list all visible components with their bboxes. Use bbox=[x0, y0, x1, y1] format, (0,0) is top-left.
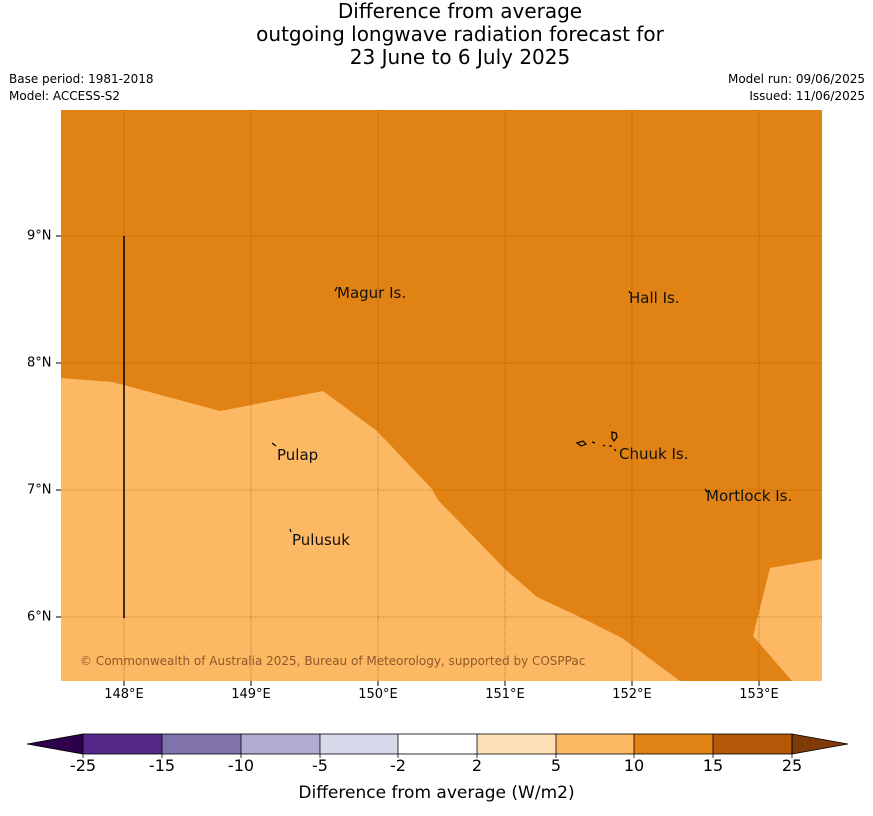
cbar-tick-10: 25 bbox=[781, 756, 803, 775]
copyright-notice: © Commonwealth of Australia 2025, Bureau… bbox=[80, 654, 586, 668]
colorbar bbox=[26, 733, 849, 758]
pulap-island bbox=[271, 442, 277, 447]
lon-label-150e: 150°E bbox=[358, 687, 398, 702]
title-line-3: 23 June to 6 July 2025 bbox=[349, 45, 571, 69]
place-mortlock: Mortlock Is. bbox=[706, 487, 793, 505]
title-line-1: Difference from average bbox=[337, 0, 583, 23]
cbar-tick-8: 10 bbox=[623, 756, 645, 775]
magur-island bbox=[334, 286, 338, 292]
colorbar-seg-9 bbox=[713, 734, 792, 754]
lat-label-6n: 6°N bbox=[27, 609, 52, 625]
place-pulusuk: Pulusuk bbox=[292, 531, 350, 549]
cbar-tick-3: -10 bbox=[227, 756, 255, 775]
lon-label-152e: 152°E bbox=[612, 687, 652, 702]
lat-label-7n: 7°N bbox=[27, 482, 52, 498]
mortlock-island bbox=[704, 488, 708, 493]
base-period: Base period: 1981-2018 bbox=[9, 72, 154, 86]
lon-label-153e: 153°E bbox=[739, 687, 779, 702]
title-line-2: outgoing longwave radiation forecast for bbox=[256, 22, 664, 46]
colorbar-seg-7 bbox=[556, 734, 634, 754]
pulusuk-island bbox=[289, 528, 292, 533]
cbar-tick-1: -25 bbox=[69, 756, 97, 775]
hall-island bbox=[628, 290, 631, 294]
place-magur: Magur Is. bbox=[337, 284, 407, 302]
cbar-tick-6: 2 bbox=[471, 756, 483, 775]
colorbar-seg-5 bbox=[398, 734, 477, 754]
lon-label-148e: 148°E bbox=[104, 687, 144, 702]
colorbar-label: Difference from average (W/m2) bbox=[298, 783, 575, 803]
colorbar-seg-1 bbox=[83, 734, 162, 754]
colorbar-seg-2 bbox=[162, 734, 241, 754]
lat-label-8n: 8°N bbox=[27, 355, 52, 371]
map-band-5-10-east bbox=[753, 559, 822, 681]
chuuk-lagoon-islands bbox=[575, 431, 618, 452]
colorbar-extend-high bbox=[791, 733, 849, 755]
model-run: Model run: 09/06/2025 bbox=[727, 72, 865, 86]
axis-ticks bbox=[56, 235, 760, 686]
lon-label-151e: 151°E bbox=[485, 687, 525, 702]
cbar-tick-4: -5 bbox=[312, 756, 328, 775]
cbar-tick-7: 5 bbox=[550, 756, 562, 775]
colorbar-seg-6 bbox=[477, 734, 556, 754]
colorbar-extend-low bbox=[26, 733, 84, 755]
lon-label-149e: 149°E bbox=[231, 687, 271, 702]
map-band-5-10-west bbox=[61, 378, 680, 681]
model-name: Model: ACCESS-S2 bbox=[9, 89, 121, 103]
lat-label-9n: 9°N bbox=[27, 228, 52, 244]
place-pulap: Pulap bbox=[277, 446, 319, 464]
place-chuuk: Chuuk Is. bbox=[619, 445, 689, 463]
issued-date: Issued: 11/06/2025 bbox=[749, 89, 865, 103]
cbar-tick-2: -15 bbox=[148, 756, 176, 775]
place-hall: Hall Is. bbox=[629, 289, 680, 307]
colorbar-seg-4 bbox=[320, 734, 398, 754]
island-outlines bbox=[271, 286, 708, 533]
cbar-tick-9: 15 bbox=[702, 756, 724, 775]
cbar-tick-5: -2 bbox=[390, 756, 406, 775]
colorbar-seg-3 bbox=[241, 734, 320, 754]
gridlines bbox=[61, 110, 822, 681]
colorbar-seg-8 bbox=[634, 734, 713, 754]
